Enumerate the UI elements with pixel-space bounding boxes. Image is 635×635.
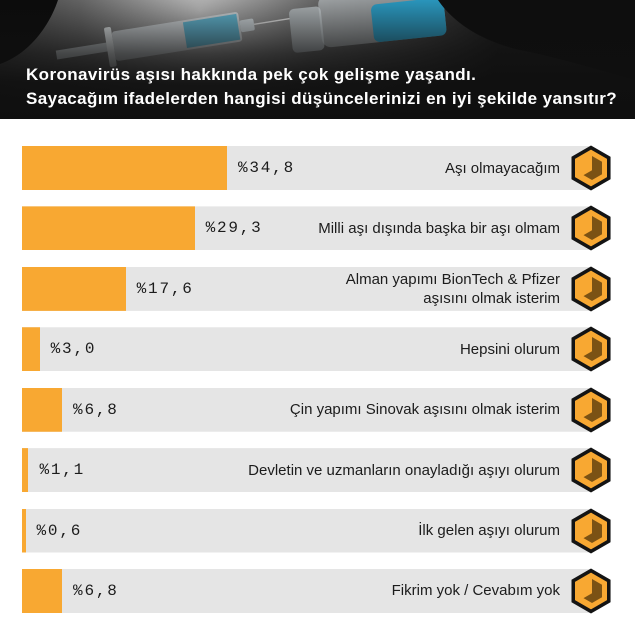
answer-row-1: %34,8 Aşı olmayacağım — [0, 146, 635, 190]
bar-track — [22, 568, 611, 613]
category-label: Milli aşı dışında başka bir aşı olmam — [318, 219, 560, 237]
category-label: Çin yapımı Sinovak aşısını olmak isterim — [289, 401, 560, 419]
hexagon-icon — [571, 205, 611, 251]
bar-track — [22, 508, 611, 553]
answer-row-3: %17,6 Alman yapımı BionTech & Pfizer aşı… — [0, 267, 635, 311]
hexagon-icon — [571, 447, 611, 493]
data-label: %6,8 — [73, 400, 119, 419]
category-label: Hepsini olurum — [459, 340, 560, 358]
data-label: %6,8 — [73, 581, 119, 600]
category-label: Fikrim yok / Cevabım yok — [391, 582, 560, 600]
bar — [22, 327, 40, 372]
hexagon-icon — [571, 326, 611, 372]
hexagon-icon — [571, 145, 611, 191]
answer-row-6: %1,1 Devletin ve uzmanların onayladığı a… — [0, 448, 635, 492]
answer-row-4: %3,0 Hepsini olurum — [0, 327, 635, 371]
bar-track — [22, 266, 611, 311]
bar-track — [22, 387, 611, 432]
header-photo — [0, 0, 635, 119]
data-label: %17,6 — [136, 279, 194, 298]
bar — [22, 146, 227, 190]
bar — [22, 387, 63, 432]
bar — [22, 266, 126, 311]
bar-chart: %34,8 Aşı olmayacağım %29,3 Milli aşı dı… — [0, 146, 635, 629]
chart-title: Koronavirüs aşısı hakkında pek çok geliş… — [26, 65, 618, 108]
header: Koronavirüs aşısı hakkında pek çok geliş… — [0, 0, 635, 119]
bar — [22, 568, 63, 613]
bar — [22, 206, 195, 251]
data-label: %0,6 — [36, 521, 83, 540]
category-label: Devletin ve uzmanların onayladığı aşıyı … — [248, 461, 560, 479]
hexagon-icon — [571, 508, 611, 554]
bar-track — [22, 206, 611, 251]
data-label: %1,1 — [39, 461, 86, 480]
hexagon-icon — [571, 266, 611, 312]
answer-row-7: %0,6 İlk gelen aşıyı olurum — [0, 509, 635, 553]
bar-track — [22, 327, 611, 372]
bar — [22, 448, 29, 493]
category-label: İlk gelen aşıyı olurum — [418, 522, 560, 540]
category-label: Alman yapımı BionTech & Pfizer aşısını o… — [345, 270, 560, 307]
bar — [22, 508, 26, 553]
bar-track — [22, 448, 611, 493]
hexagon-icon — [571, 568, 611, 614]
bar-track — [22, 146, 611, 190]
hexagon-icon — [571, 387, 611, 433]
answer-row-2: %29,3 Milli aşı dışında başka bir aşı ol… — [0, 206, 635, 250]
answer-row-8: %6,8 Fikrim yok / Cevabım yok — [0, 569, 635, 613]
category-label: Aşı olmayacağım — [444, 159, 560, 177]
data-label: %3,0 — [50, 340, 97, 359]
photo-shade — [0, 0, 635, 119]
data-label: %34,8 — [237, 159, 295, 177]
data-label: %29,3 — [205, 219, 263, 238]
answer-row-5: %6,8 Çin yapımı Sinovak aşısını olmak is… — [0, 388, 635, 432]
